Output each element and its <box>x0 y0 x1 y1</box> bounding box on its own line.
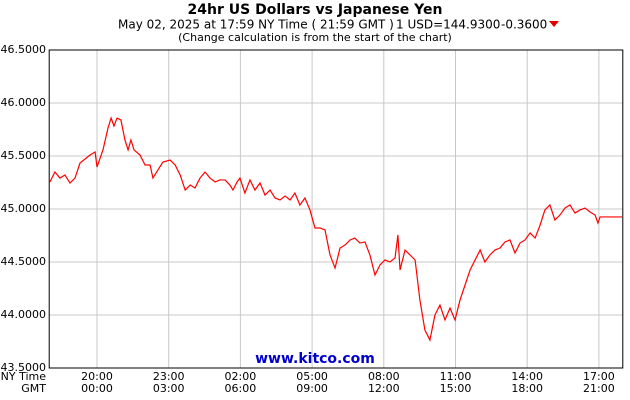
x-tick-label-gmt: 18:00 <box>511 382 543 395</box>
y-tick-label: 143.5000 <box>0 361 46 374</box>
x-tick-label: 23:00 <box>153 370 185 383</box>
watermark: www.kitco.com <box>255 351 375 367</box>
x-tick-label-gmt: 12:00 <box>368 382 400 395</box>
y-tick-label: 145.0000 <box>0 202 46 215</box>
subtitle: May 02, 2025 at 17:59 NY Time ( 21:59 GM… <box>118 18 394 32</box>
x-tick-label: 08:00 <box>368 370 400 383</box>
x-tick-label-gmt: 06:00 <box>225 382 257 395</box>
change: -0.3600 <box>501 18 547 32</box>
quote: 1 USD=144.9300 <box>396 18 500 32</box>
y-tick-label: 146.0000 <box>0 96 46 109</box>
y-tick-label: 144.0000 <box>0 308 46 321</box>
x-tick-label: 05:00 <box>296 370 328 383</box>
x-tick-label: 14:00 <box>511 370 543 383</box>
x-row-label: GMT <box>21 382 46 395</box>
y-tick-label: 145.5000 <box>0 149 46 162</box>
x-tick-label-gmt: 00:00 <box>81 382 113 395</box>
y-tick-label: 146.5000 <box>0 43 46 56</box>
x-tick-label-gmt: 03:00 <box>153 382 185 395</box>
x-tick-label: 02:00 <box>225 370 257 383</box>
x-tick-label-gmt: 21:00 <box>583 382 615 395</box>
y-tick-label: 144.5000 <box>0 255 46 268</box>
x-tick-label-gmt: 15:00 <box>440 382 472 395</box>
x-tick-label-gmt: 09:00 <box>296 382 328 395</box>
x-tick-label: 11:00 <box>440 370 472 383</box>
plot-frame <box>48 49 624 369</box>
chart-title: 24hr US Dollars vs Japanese Yen <box>188 2 443 18</box>
down-arrow <box>549 21 559 27</box>
x-tick-label: 17:00 <box>583 370 615 383</box>
note: (Change calculation is from the start of… <box>178 31 452 44</box>
price-line <box>49 116 623 342</box>
x-row-label: NY Time <box>1 370 47 383</box>
x-tick-label: 20:00 <box>81 370 113 383</box>
